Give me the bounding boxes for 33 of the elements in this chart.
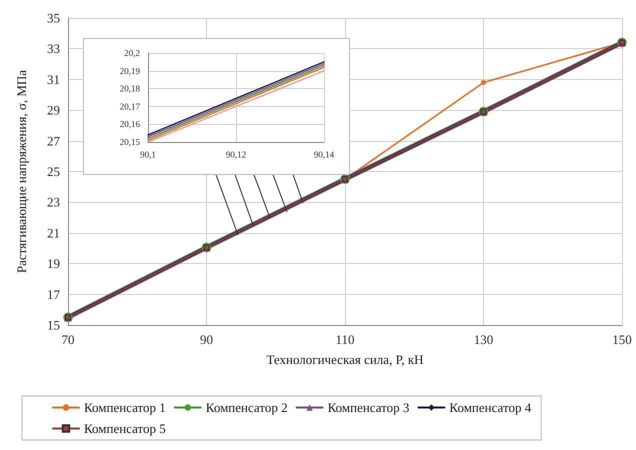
x-tick-label: 130 — [474, 332, 494, 347]
y-tick-label: 29 — [47, 102, 60, 118]
x-tick-label: 90 — [200, 332, 213, 347]
x-axis-title: Технологическая сила, P, кН — [266, 352, 424, 367]
y-tick-label: 35 — [47, 10, 60, 26]
legend-label: Компенсатор 1 — [84, 400, 166, 415]
x-tick-label: 70 — [62, 332, 74, 347]
y-tick-label: 15 — [47, 318, 60, 332]
legend-label: Компенсатор 4 — [449, 400, 532, 415]
y-tick-label: 20,18 — [120, 84, 140, 94]
legend-label: Компенсатор 5 — [84, 421, 166, 436]
x-tick-label: 90,1 — [140, 150, 156, 160]
y-tick-label: 20,16 — [120, 119, 140, 130]
legend-label: Компенсатор 3 — [328, 400, 410, 415]
x-tick-label: 90,12 — [226, 150, 246, 160]
y-axis-title: Растягивающие напряжения, σ, МПа — [14, 70, 29, 274]
y-tick-label: 21 — [47, 225, 60, 240]
x-tick-label: 90,14 — [314, 150, 335, 160]
x-tick-label: 110 — [335, 332, 355, 347]
y-tick-label: 27 — [47, 133, 60, 148]
y-tick-label: 17 — [47, 286, 60, 302]
y-tick-label: 20,2 — [124, 48, 140, 58]
y-tick-label: 19 — [47, 256, 60, 272]
y-tick-label: 25 — [47, 164, 60, 179]
y-tick-label: 20,19 — [120, 66, 140, 76]
legend-label: Компенсатор 2 — [206, 400, 288, 415]
y-tick-label: 20,17 — [120, 101, 140, 112]
point — [481, 80, 486, 85]
y-tick-label: 23 — [47, 194, 60, 210]
y-tick-label: 31 — [47, 72, 60, 87]
y-tick-label: 20,15 — [120, 137, 140, 147]
x-tick-label: 150 — [612, 332, 632, 347]
y-tick-label: 33 — [47, 41, 60, 56]
